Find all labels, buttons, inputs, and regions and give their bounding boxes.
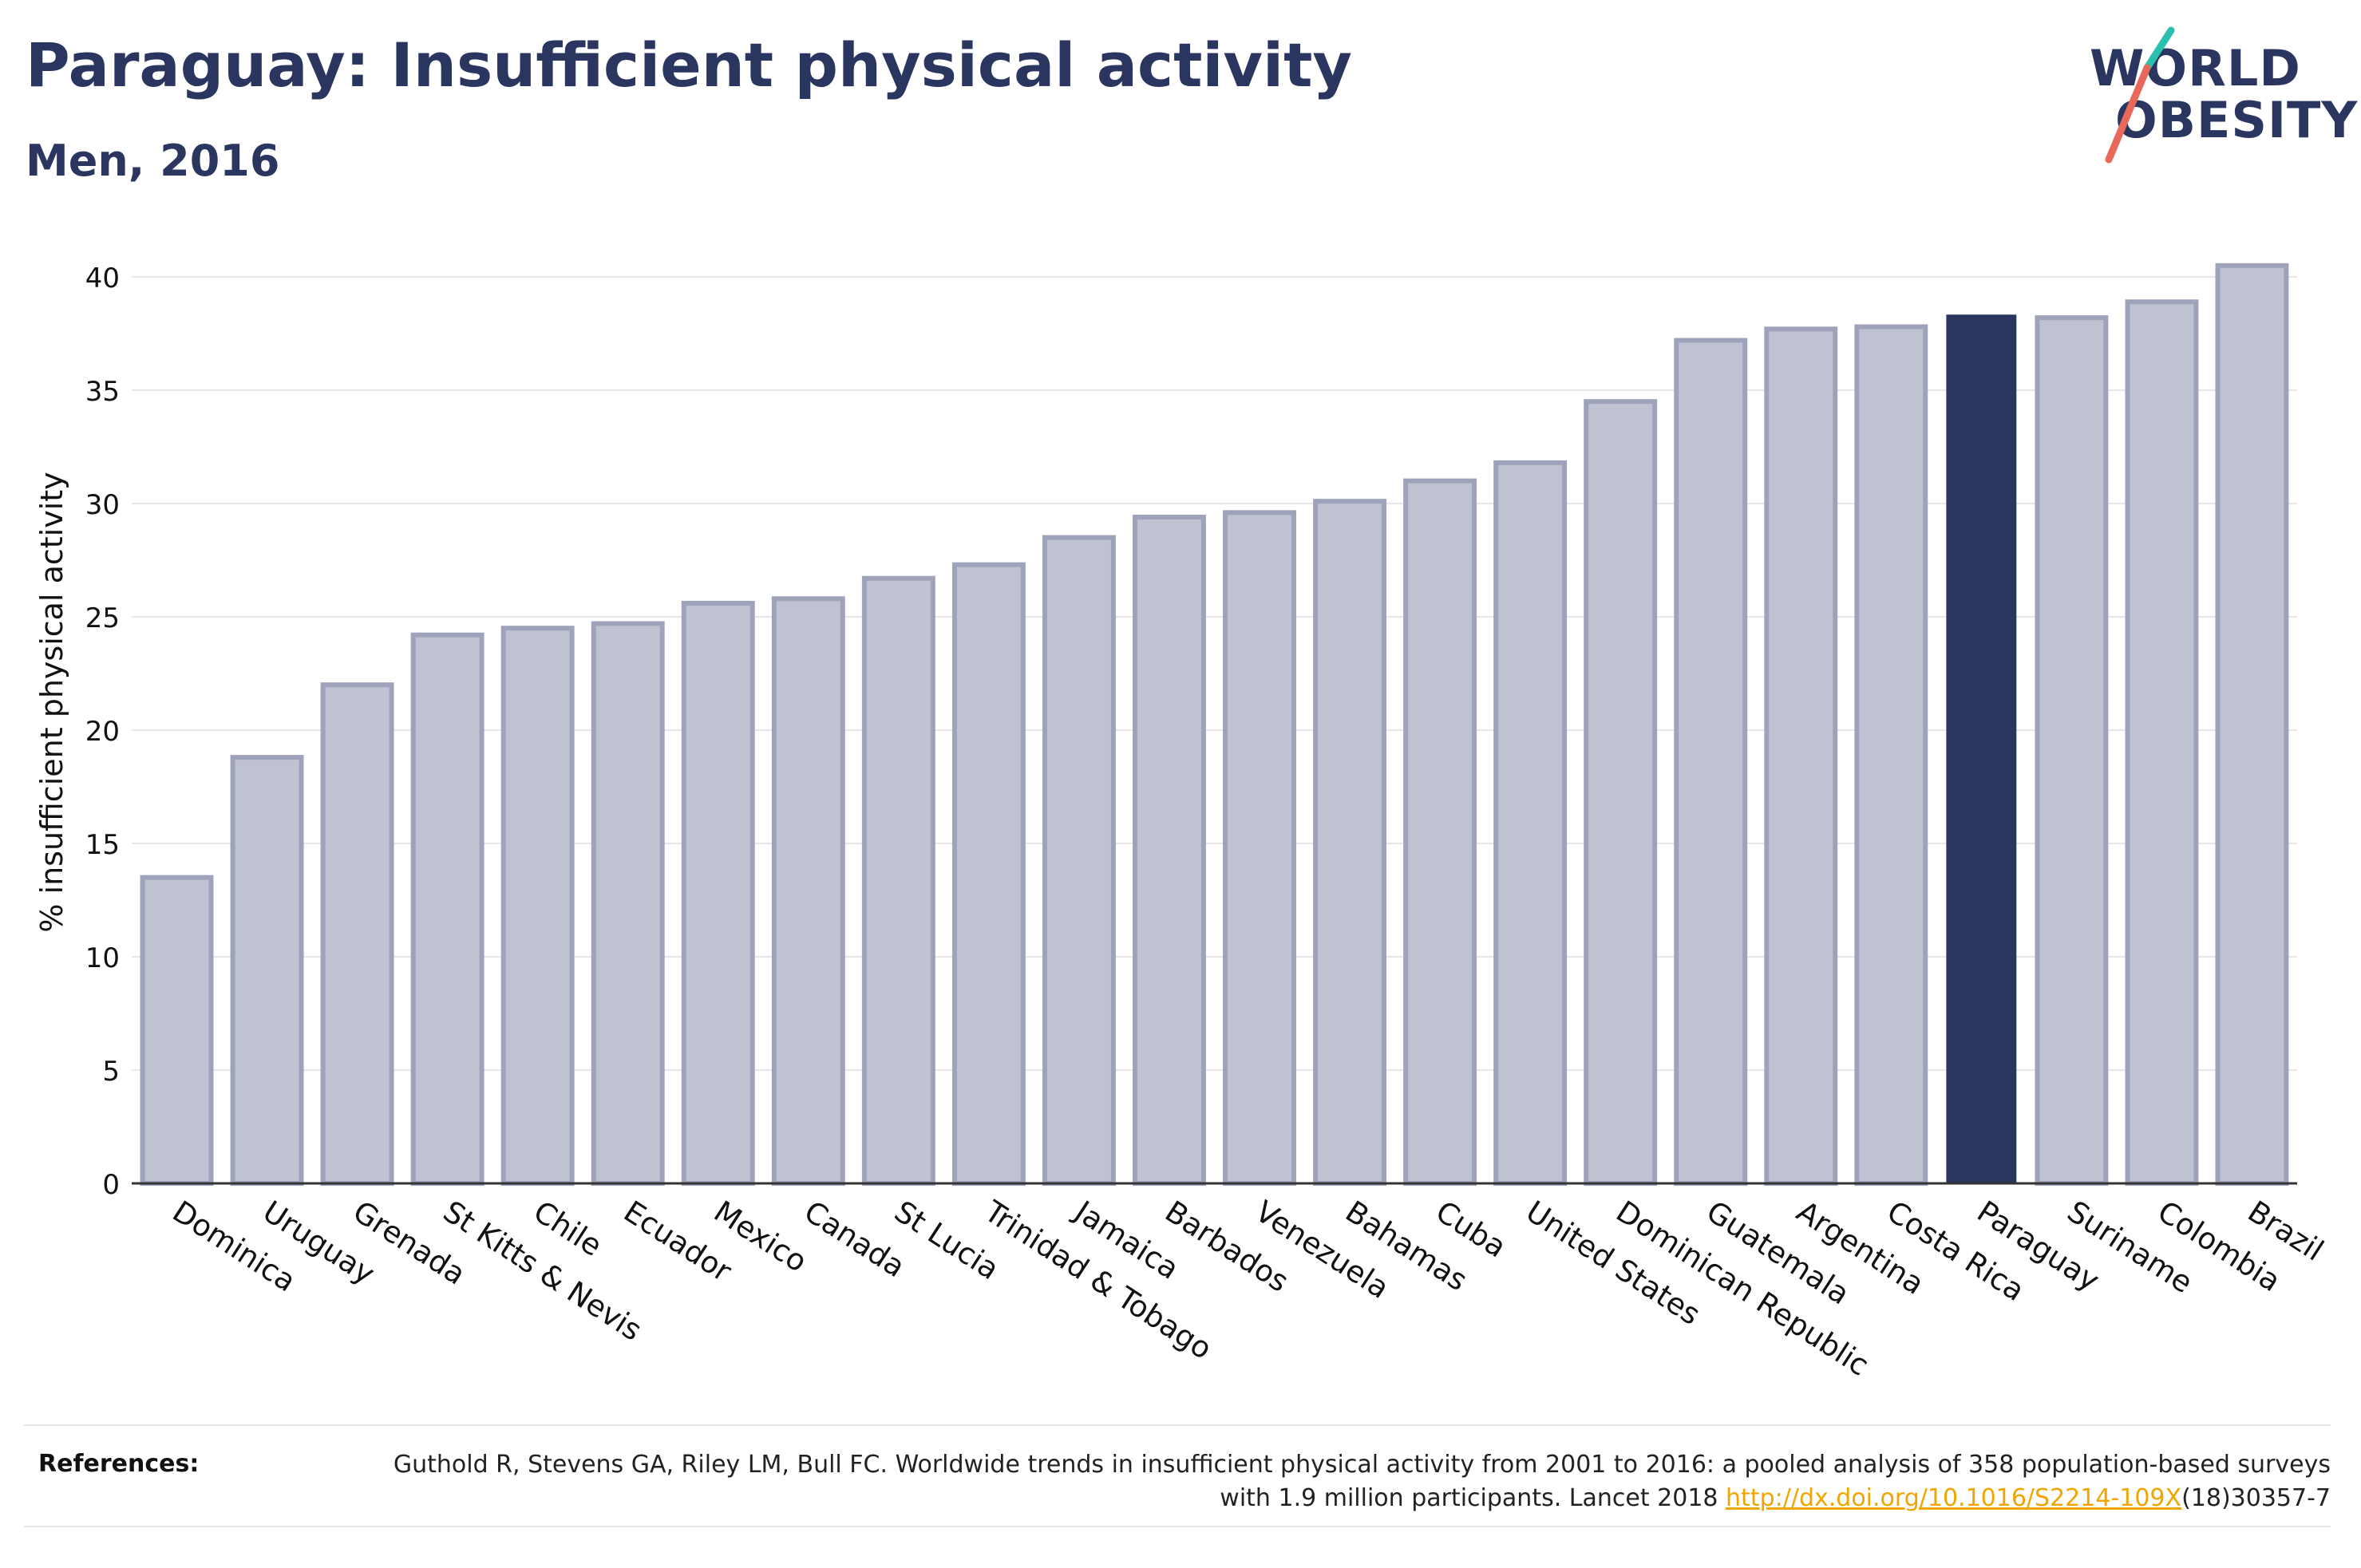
bar-mexico[interactable] bbox=[681, 600, 755, 1186]
bar-cuba[interactable] bbox=[1403, 478, 1477, 1186]
bar-canada[interactable] bbox=[771, 596, 845, 1186]
y-tick-label: 35 bbox=[85, 376, 120, 408]
logo-slash-icon bbox=[2105, 26, 2175, 164]
bar-venezuela[interactable] bbox=[1223, 510, 1296, 1186]
bar-jamaica[interactable] bbox=[1042, 535, 1116, 1186]
bar-chile[interactable] bbox=[500, 626, 575, 1186]
bar-trinidad-tobago[interactable] bbox=[951, 562, 1026, 1186]
y-tick-label: 30 bbox=[85, 489, 120, 521]
y-tick-labels: 0 5 10 15 20 25 30 35 40 bbox=[85, 263, 120, 1201]
bar-colombia[interactable] bbox=[2125, 299, 2199, 1186]
y-tick-label: 5 bbox=[102, 1056, 120, 1088]
chart-subtitle: Men, 2016 bbox=[26, 136, 280, 186]
y-tick-label: 15 bbox=[85, 829, 120, 861]
bar-grenada[interactable] bbox=[320, 682, 394, 1186]
references-footer: References: Guthold R, Stevens GA, Riley… bbox=[24, 1424, 2331, 1527]
bar-brazil[interactable] bbox=[2215, 263, 2289, 1186]
references-text: Guthold R, Stevens GA, Riley LM, Bull FC… bbox=[335, 1448, 2331, 1515]
y-tick-label: 0 bbox=[102, 1169, 120, 1201]
bar-suriname[interactable] bbox=[2035, 315, 2109, 1186]
x-tick-label: Canada bbox=[798, 1194, 912, 1284]
logo-word-2: OBESITY bbox=[2115, 91, 2359, 149]
world-obesity-logo[interactable]: WORLD OBESITY bbox=[2083, 24, 2357, 168]
bar-uruguay[interactable] bbox=[230, 755, 304, 1186]
bar-st-lucia[interactable] bbox=[861, 575, 935, 1186]
bar-bahamas[interactable] bbox=[1313, 499, 1387, 1186]
bar-ecuador[interactable] bbox=[591, 621, 665, 1186]
y-tick-label: 40 bbox=[85, 263, 120, 294]
reference-doi-link[interactable]: http://dx.doi.org/10.1016/S2214-109X bbox=[1726, 1484, 2182, 1512]
y-tick-label: 20 bbox=[85, 716, 120, 748]
references-label: References: bbox=[38, 1450, 200, 1478]
y-tick-label: 25 bbox=[85, 602, 120, 634]
bar-dominica[interactable] bbox=[140, 875, 214, 1186]
bar-united-states[interactable] bbox=[1493, 460, 1568, 1186]
bar-paraguay[interactable] bbox=[1946, 314, 2017, 1184]
bar-barbados[interactable] bbox=[1133, 515, 1206, 1186]
chart-title: Paraguay: Insufficient physical activity bbox=[26, 30, 1352, 101]
bar-st-kitts-nevis[interactable] bbox=[410, 632, 484, 1186]
bar-argentina[interactable] bbox=[1764, 326, 1838, 1187]
bar-guatemala[interactable] bbox=[1674, 338, 1748, 1186]
reference-citation-suffix: (18)30357-7 bbox=[2181, 1484, 2331, 1512]
logo-word-1: WORLD bbox=[2090, 39, 2301, 97]
bar-dominican-republic[interactable] bbox=[1584, 399, 1658, 1186]
reference-citation: Guthold R, Stevens GA, Riley LM, Bull FC… bbox=[393, 1451, 2331, 1512]
y-tick-label: 10 bbox=[85, 942, 120, 974]
bars bbox=[140, 263, 2289, 1187]
y-axis-label: % insufficient physical activity bbox=[34, 472, 69, 932]
gridlines bbox=[132, 276, 2297, 1071]
bar-costa-rica[interactable] bbox=[1854, 324, 1928, 1187]
